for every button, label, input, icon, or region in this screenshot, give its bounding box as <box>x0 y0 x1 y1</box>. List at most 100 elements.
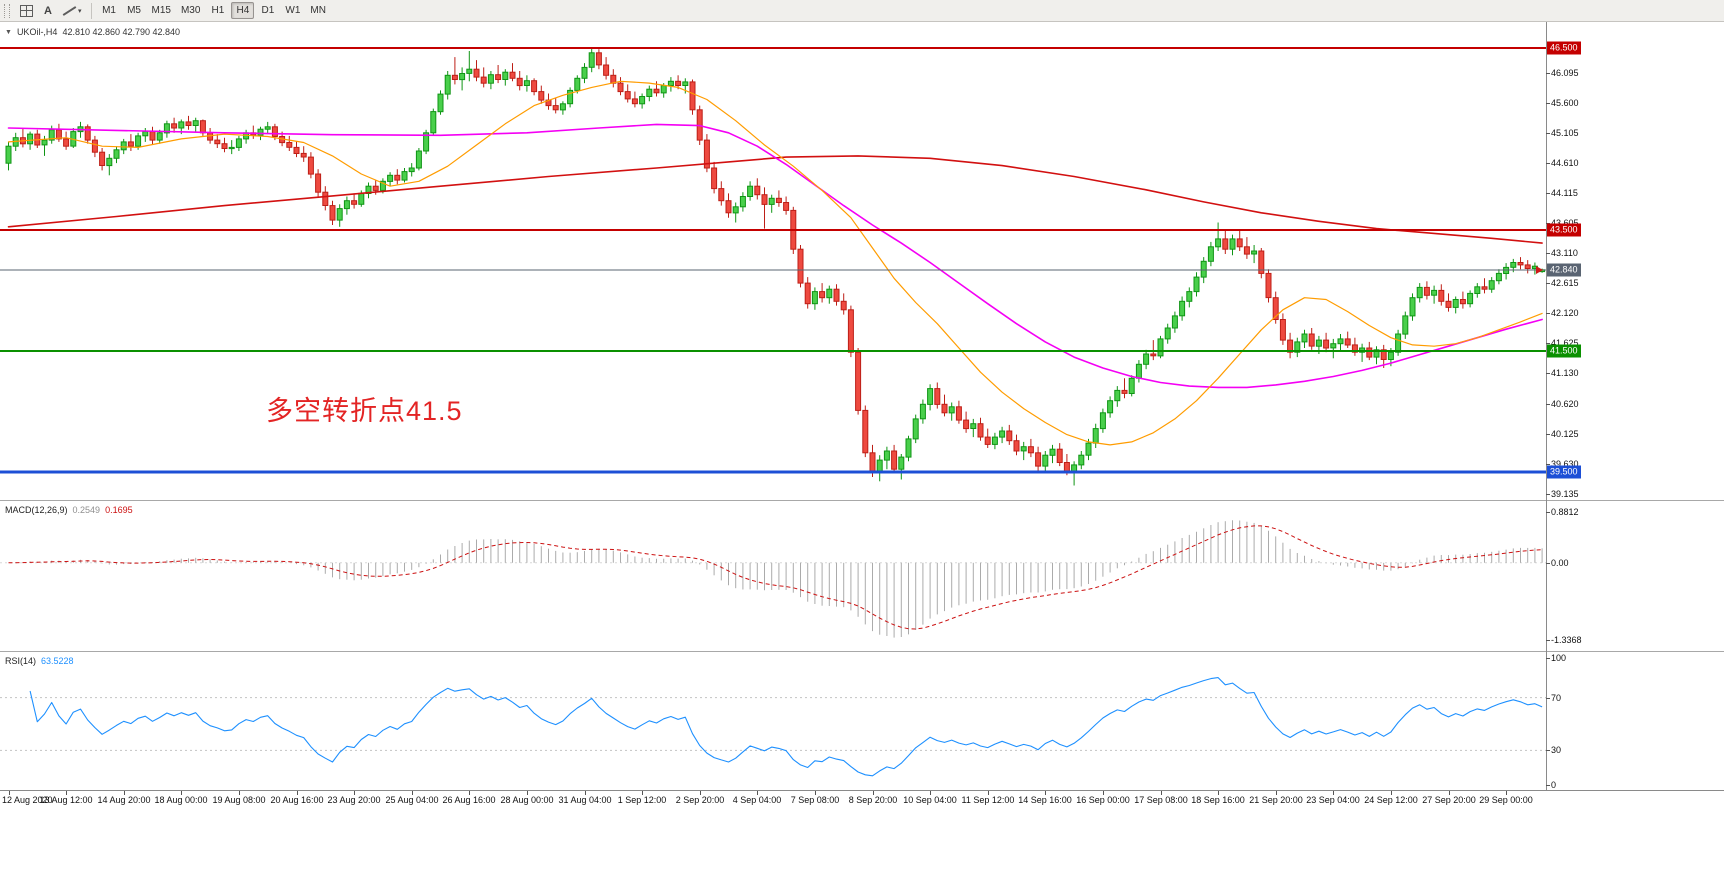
price-axis-label: 46.095 <box>1551 68 1579 78</box>
price-axis-tick <box>1546 313 1550 314</box>
timeframe-button-m5[interactable]: M5 <box>123 2 146 19</box>
timeframe-button-m1[interactable]: M1 <box>98 2 121 19</box>
grid-icon <box>19 4 33 17</box>
time-axis-tick <box>124 791 125 795</box>
price-axis-tick <box>1546 253 1550 254</box>
price-axis-label: 42.120 <box>1551 308 1579 318</box>
timeframe-button-d1[interactable]: D1 <box>256 2 279 19</box>
time-axis-label: 27 Sep 20:00 <box>1422 795 1476 805</box>
price-line-badge: 42.840 <box>1547 263 1581 277</box>
time-axis-label: 13 Aug 12:00 <box>39 795 93 805</box>
time-axis-label: 7 Sep 08:00 <box>790 795 840 805</box>
macd-histogram <box>15 520 1543 638</box>
fast-ma-line <box>7 80 1543 446</box>
timeframe-button-w1[interactable]: W1 <box>281 2 304 19</box>
timeframe-button-m30[interactable]: M30 <box>177 2 204 19</box>
price-axis-tick <box>1546 494 1550 495</box>
price-axis-tick <box>1546 103 1550 104</box>
time-axis-tick <box>66 791 67 795</box>
last-price-arrow-icon <box>1536 266 1543 274</box>
time-axis-tick <box>757 791 758 795</box>
time-axis-tick <box>873 791 874 795</box>
time-axis-tick <box>1218 791 1219 795</box>
price-chart-canvas[interactable] <box>0 22 1546 500</box>
macd-label: MACD(12,26,9) 0.2549 0.1695 <box>5 505 138 515</box>
timeframe-button-m15[interactable]: M15 <box>148 2 175 19</box>
time-axis-tick <box>1276 791 1277 795</box>
macd-axis-tick <box>1546 563 1550 564</box>
macd-axis-label: -1.3368 <box>1551 635 1582 645</box>
macd-rsi-splitter[interactable] <box>0 651 1724 652</box>
time-axis-label: 11 Sep 12:00 <box>961 795 1015 805</box>
trendline-icon <box>63 5 76 17</box>
price-axis-tick <box>1546 193 1550 194</box>
time-axis-label: 8 Sep 20:00 <box>848 795 898 805</box>
ohlc-values: 42.810 42.860 42.790 42.840 <box>62 27 181 37</box>
time-axis-label: 23 Sep 04:00 <box>1306 795 1360 805</box>
time-axis-label: 29 Sep 00:00 <box>1479 795 1533 805</box>
price-macd-splitter[interactable] <box>0 500 1724 501</box>
rsi-axis-tick <box>1546 750 1550 751</box>
price-axis-label: 43.110 <box>1551 248 1578 258</box>
time-axis-tick <box>1045 791 1046 795</box>
text-tool-button[interactable]: A <box>38 2 58 20</box>
time-axis-tick <box>1161 791 1162 795</box>
price-axis-label: 43.605 <box>1551 218 1579 228</box>
time-axis-tick <box>815 791 816 795</box>
time-axis-label: 2 Sep 20:00 <box>675 795 725 805</box>
rsi-axis-tick <box>1546 698 1550 699</box>
time-axis-label: 20 Aug 16:00 <box>270 795 324 805</box>
time-axis-label: 12 Aug 2020 <box>2 795 53 805</box>
time-axis-tick <box>1506 791 1507 795</box>
price-axis-tick <box>1546 434 1550 435</box>
time-axis-label: 21 Sep 20:00 <box>1249 795 1303 805</box>
time-axis-tick <box>700 791 701 795</box>
price-scale[interactable] <box>1547 22 1617 790</box>
time-axis-label: 18 Aug 00:00 <box>154 795 208 805</box>
time-axis-tick <box>1449 791 1450 795</box>
chevron-down-icon: ▾ <box>78 7 82 15</box>
price-axis-label: 40.125 <box>1551 429 1579 439</box>
time-axis-line <box>0 790 1724 791</box>
toolbar-grip[interactable] <box>4 3 10 18</box>
rsi-value: 63.5228 <box>41 656 74 666</box>
chart-grid-tool-button[interactable] <box>16 2 36 20</box>
macd-name: MACD(12,26,9) <box>5 505 68 515</box>
line-tools-button[interactable]: ▾ <box>60 2 85 20</box>
timeframe-button-h1[interactable]: H1 <box>206 2 229 19</box>
time-axis-label: 18 Sep 16:00 <box>1191 795 1245 805</box>
time-axis-label: 26 Aug 16:00 <box>442 795 496 805</box>
price-axis-line <box>1546 22 1547 790</box>
macd-indicator-canvas[interactable] <box>0 501 1546 651</box>
timeframe-button-mn[interactable]: MN <box>306 2 330 19</box>
price-axis-tick <box>1546 133 1550 134</box>
rsi-indicator-canvas[interactable] <box>0 652 1546 790</box>
price-axis-tick <box>1546 343 1550 344</box>
chart-text-annotation[interactable]: 多空转折点41.5 <box>266 396 463 426</box>
macd-axis-tick <box>1546 512 1550 513</box>
time-axis-label: 17 Sep 08:00 <box>1134 795 1188 805</box>
slow-ma-line <box>7 155 1543 244</box>
collapse-triangle-icon[interactable]: ▼ <box>5 28 12 36</box>
time-axis-label: 16 Sep 00:00 <box>1076 795 1130 805</box>
time-axis-label: 14 Sep 16:00 <box>1018 795 1072 805</box>
price-axis-label: 41.625 <box>1551 338 1579 348</box>
time-axis-label: 14 Aug 20:00 <box>97 795 151 805</box>
price-axis-label: 39.630 <box>1551 459 1579 469</box>
time-axis-tick <box>297 791 298 795</box>
rsi-axis-tick <box>1546 785 1550 786</box>
time-axis-tick <box>585 791 586 795</box>
price-axis-tick <box>1546 464 1550 465</box>
time-axis-tick <box>412 791 413 795</box>
price-axis-label: 45.600 <box>1551 98 1579 108</box>
toolbar-separator <box>90 2 92 19</box>
time-scale[interactable] <box>0 791 1600 809</box>
timeframe-button-h4[interactable]: H4 <box>231 2 255 19</box>
time-axis-tick <box>527 791 528 795</box>
macd-signal-line <box>8 525 1543 630</box>
macd-axis-tick <box>1546 640 1550 641</box>
time-axis-label: 25 Aug 04:00 <box>385 795 439 805</box>
macd-axis-label: 0.8812 <box>1551 507 1579 517</box>
time-axis-tick <box>9 791 10 795</box>
time-axis-label: 28 Aug 00:00 <box>500 795 554 805</box>
